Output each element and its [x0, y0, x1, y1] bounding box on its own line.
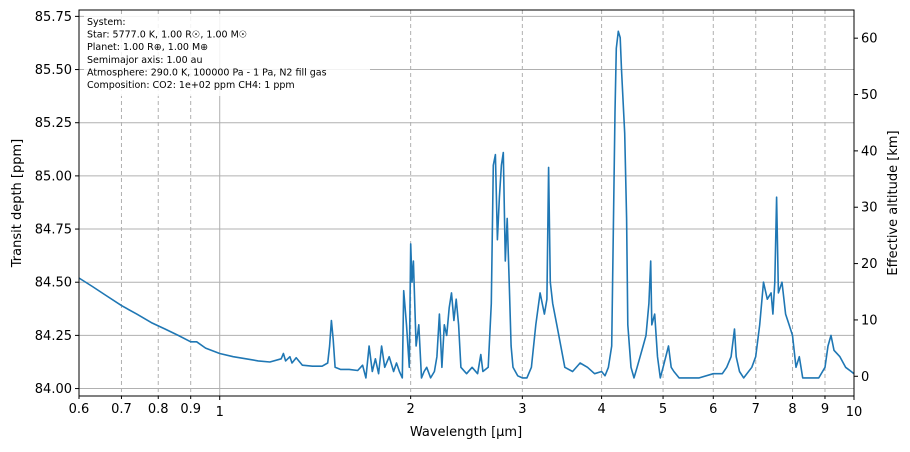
annotation-line: Star: 5777.0 K, 1.00 R☉, 1.00 M☉ [87, 30, 247, 41]
y-axis-right-ticks: 0 10 20 30 40 50 60 [854, 32, 878, 385]
x-axis-ticks: 0.6 0.7 0.8 0.9 1 2 3 4 5 6 7 8 9 10 [69, 396, 863, 420]
annotation-line: Planet: 1.00 R⊕, 1.00 M⊕ [87, 42, 208, 53]
x-tick-label: 6 [709, 402, 717, 417]
annotation-line: Semimajor axis: 1.00 au [87, 55, 203, 66]
y-tick-label: 84.00 [35, 382, 72, 397]
x-tick-label: 2 [407, 402, 415, 417]
y-right-tick-label: 40 [861, 144, 878, 159]
y-tick-label: 85.00 [35, 169, 72, 184]
x-tick-label: 8 [788, 402, 796, 417]
x-tick-label: 3 [518, 402, 526, 417]
y-right-tick-label: 20 [861, 257, 878, 272]
y-axis-right-label: Effective altitude [km] [886, 130, 901, 275]
x-tick-label: 0.6 [69, 402, 90, 417]
y-right-tick-label: 10 [861, 313, 878, 328]
annotation-line: Atmosphere: 290.0 K, 100000 Pa - 1 Pa, N… [87, 67, 327, 78]
y-axis-ticks: 84.00 84.25 84.50 84.75 85.00 85.25 85.50 85.75 [35, 10, 79, 397]
info-box [84, 14, 370, 96]
y-tick-label: 84.25 [35, 329, 72, 344]
y-right-tick-label: 30 [861, 201, 878, 216]
x-tick-label: 7 [752, 402, 760, 417]
x-tick-label: 9 [821, 402, 829, 417]
annotation-line: System: [87, 17, 126, 28]
y-right-tick-label: 50 [861, 88, 878, 103]
plot-frame [78, 9, 855, 397]
y-tick-label: 85.25 [35, 116, 72, 131]
x-tick-label: 4 [597, 402, 605, 417]
x-axis-label: Wavelength [µm] [410, 425, 522, 440]
y-right-tick-label: 60 [861, 32, 878, 47]
y-right-tick-label: 0 [861, 370, 869, 385]
y-axis-label: Transit depth [ppm] [10, 139, 25, 268]
system-info-annotation: System: Star: 5777.0 K, 1.00 R☉, 1.00 M☉… [87, 17, 327, 91]
x-tick-label: 0.7 [111, 402, 132, 417]
x-tick-label: 1 [216, 405, 224, 420]
x-tick-label: 0.8 [148, 402, 169, 417]
y-tick-label: 85.75 [35, 10, 72, 25]
y-tick-label: 85.50 [35, 63, 72, 78]
x-tick-label: 0.9 [180, 402, 201, 417]
plot-area [78, 30, 855, 379]
series-line-0 [78, 30, 855, 379]
x-tick-label: 10 [846, 405, 863, 420]
y-tick-label: 84.50 [35, 276, 72, 291]
x-tick-label: 5 [659, 402, 667, 417]
annotation-line: Composition: CO2: 1e+02 ppm CH4: 1 ppm [87, 80, 295, 91]
y-tick-label: 84.75 [35, 223, 72, 238]
